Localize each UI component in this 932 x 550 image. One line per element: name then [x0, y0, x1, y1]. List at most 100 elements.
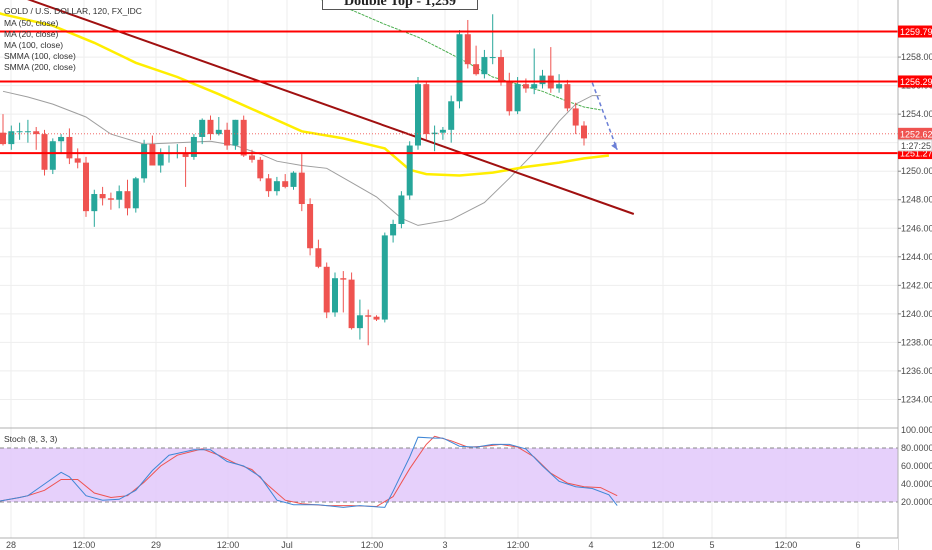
candle-up — [456, 34, 463, 102]
candle-down — [348, 279, 355, 329]
candle-down — [323, 266, 330, 313]
y-tick-label: 1234.00 — [901, 394, 932, 404]
candle-up — [24, 131, 31, 133]
y-tick-label: 1238.00 — [901, 337, 932, 347]
time-axis: 28 12:00 29 12:00 Jul 12:00 3 12:00 4 12:00 5 12:00… — [0, 537, 898, 550]
candle-up — [514, 84, 521, 112]
y-tick-label: 1246.00 — [901, 223, 932, 233]
candle-up — [141, 144, 148, 179]
candle-up — [481, 57, 488, 75]
candle-up — [539, 75, 546, 85]
candle-up — [132, 178, 139, 209]
candle-down — [373, 316, 380, 320]
stoch-axis: 100.0000 80.0000 60.0000 40.0000 20.0000 — [901, 425, 932, 507]
stoch-tick-label: 100.0000 — [901, 425, 932, 435]
x-tick-label: 28 — [6, 540, 16, 550]
candle-down — [298, 172, 305, 205]
time-axis-bg — [0, 538, 898, 550]
candle-down — [581, 125, 587, 139]
level-tag-bg — [898, 75, 932, 88]
candle-down — [498, 57, 504, 82]
candle-down — [506, 81, 513, 112]
candle-down — [107, 198, 114, 200]
axis-bg — [898, 0, 932, 550]
candle-down — [340, 278, 347, 280]
candle-down — [74, 158, 81, 163]
candle-up — [16, 131, 23, 133]
candle-down — [182, 152, 189, 157]
y-tick-label: 1258.00 — [901, 52, 932, 62]
candle-down — [0, 132, 6, 145]
candle-down — [66, 136, 73, 159]
last-price-tag-bg — [898, 127, 932, 140]
symbol-title: GOLD / U.S. DOLLAR, 120, FX_IDC — [4, 6, 142, 16]
stoch-tick-label: 80.0000 — [901, 443, 932, 453]
candle-down — [249, 155, 255, 160]
x-tick-label: 12:00 — [361, 540, 384, 550]
candle-up — [489, 57, 496, 59]
candle-down — [564, 84, 571, 109]
level-tag-bg — [898, 25, 932, 38]
level-tag: 1259.79 — [900, 27, 932, 37]
candle-up — [58, 136, 65, 142]
x-tick-label: 3 — [442, 540, 447, 550]
candle-up — [556, 84, 563, 89]
candle-down — [240, 119, 247, 156]
candle-down — [423, 84, 430, 135]
y-tick-label: 1236.00 — [901, 366, 932, 376]
candle-up — [398, 195, 405, 224]
last-price-tag: 1252.62 — [900, 129, 932, 139]
y-tick-label: 1254.00 — [901, 109, 932, 119]
stoch-tick-label: 20.0000 — [901, 497, 932, 507]
smma-line — [0, 12, 610, 177]
projection-arrow — [591, 82, 618, 151]
indicator-smma200[interactable]: SMMA (200, close) — [4, 62, 76, 72]
trendline-group — [0, 0, 635, 215]
candle-down — [315, 248, 322, 267]
stoch-band-fill — [0, 448, 898, 502]
candle-down — [83, 162, 89, 212]
candle-up — [273, 181, 280, 192]
trendline[interactable] — [0, 0, 635, 215]
candle-up — [332, 278, 338, 313]
candle-up — [8, 131, 15, 145]
candle-down — [572, 108, 579, 126]
candle-down — [473, 64, 480, 75]
candle-up — [406, 145, 413, 196]
candle-down — [257, 159, 264, 179]
countdown-tag: 1:27:25 — [901, 141, 931, 151]
horizontal-levels — [0, 30, 898, 155]
ma50-line — [320, 0, 601, 111]
candle-up — [91, 194, 98, 212]
stoch-tick-label: 40.0000 — [901, 479, 932, 489]
candle-up — [290, 172, 297, 187]
indicator-ma50[interactable]: MA (50, close) — [4, 18, 59, 28]
candle-down — [99, 194, 106, 199]
x-tick-label: 4 — [588, 540, 593, 550]
candle-down — [464, 34, 471, 65]
indicator-smma100[interactable]: SMMA (100, close) — [4, 51, 76, 61]
candle-up — [199, 119, 206, 137]
projection-arrowhead — [611, 142, 618, 150]
candles — [0, 14, 587, 346]
x-tick-label: 29 — [151, 540, 161, 550]
y-tick-label: 1242.00 — [901, 280, 932, 290]
stoch-lines — [0, 435, 618, 508]
price-tags: 1259.79 1256.29 1251.27 1252.62 1:27:25 — [897, 25, 932, 160]
y-tick-label: 1240.00 — [901, 309, 932, 319]
x-tick-label: 12:00 — [775, 540, 798, 550]
candle-up — [390, 223, 397, 236]
x-tick-label: 12:00 — [652, 540, 675, 550]
stoch-k-line — [0, 436, 618, 508]
candle-down — [41, 134, 48, 170]
indicator-ma20[interactable]: MA (20, close) — [4, 29, 59, 39]
indicator-ma100[interactable]: MA (100, close) — [4, 40, 64, 50]
candle-up — [431, 132, 438, 135]
candle-up — [49, 141, 56, 170]
countdown-tag-bg — [897, 139, 932, 152]
candle-up — [381, 235, 388, 320]
y-tick-label: 1250.00 — [901, 166, 932, 176]
projection-line — [591, 82, 618, 151]
candle-down — [124, 191, 131, 209]
